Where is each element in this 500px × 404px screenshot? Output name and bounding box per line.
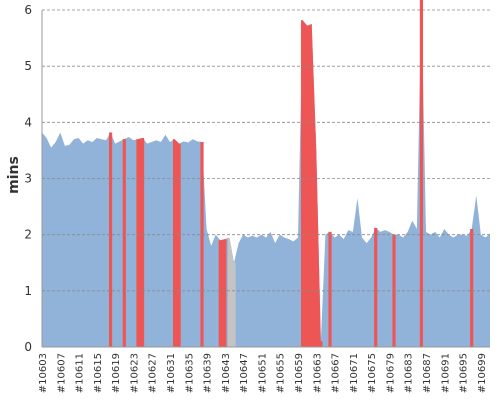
aborted-build-segment <box>227 237 236 347</box>
y-axis-title: mins <box>6 156 22 194</box>
area-layer <box>42 0 490 348</box>
x-tick-label: #10679 <box>385 353 396 393</box>
x-tick-label: #10643 <box>221 353 232 393</box>
y-tick-label: 2 <box>24 228 32 242</box>
y-tick-label: 3 <box>24 172 32 186</box>
x-tick-label: #10619 <box>111 353 122 393</box>
x-tick-label: #10663 <box>312 353 323 393</box>
failed-build-segment <box>108 132 113 347</box>
failed-build-segment <box>300 20 323 348</box>
axis-layer: mins <box>6 10 490 348</box>
x-tick-label: #10659 <box>294 353 305 393</box>
duration-area <box>42 0 490 347</box>
x-tick-label: #10647 <box>239 353 250 393</box>
failed-build-segment <box>172 139 181 347</box>
x-tick-label: #10675 <box>367 353 378 393</box>
y-tick-label: 5 <box>24 59 32 73</box>
y-tick-label: 0 <box>24 340 32 354</box>
x-tick-label: #10655 <box>276 353 287 393</box>
failed-build-segment <box>218 239 227 347</box>
failed-build-segment <box>374 227 378 347</box>
y-tick-label: 1 <box>24 284 32 298</box>
y-tick-label: 6 <box>24 3 32 17</box>
failed-build-segment <box>470 229 474 347</box>
y-tick-labels: 0 1 2 3 4 5 6 <box>24 3 32 354</box>
failed-build-segment <box>419 0 424 347</box>
x-tick-label: #10627 <box>148 353 159 393</box>
failed-build-segment <box>136 138 145 347</box>
x-tick-label: #10603 <box>38 353 49 393</box>
x-tick-label: #10699 <box>477 353 488 393</box>
x-tick-label: #10631 <box>166 353 177 393</box>
x-tick-label: #10615 <box>93 353 104 393</box>
failed-build-segment <box>122 139 126 347</box>
failed-build-segment <box>200 141 204 347</box>
x-tick-label: #10683 <box>404 353 415 393</box>
x-tick-label: #10687 <box>422 353 433 393</box>
x-tick-label: #10695 <box>459 353 470 393</box>
failed-build-segment <box>328 231 332 347</box>
x-tick-label: #10635 <box>184 353 195 393</box>
x-tick-label: #10691 <box>440 353 451 393</box>
x-tick-label: #10639 <box>203 353 214 393</box>
x-tick-labels: #10603 #10607 #10611 #10615 #10619 #10623 #106… <box>38 353 488 393</box>
x-tick-label: #10607 <box>56 353 67 393</box>
x-tick-label: #10671 <box>349 353 360 393</box>
y-tick-label: 4 <box>24 115 32 129</box>
x-tick-label: #10611 <box>75 353 86 393</box>
x-tick-label: #10667 <box>331 353 342 393</box>
x-tick-label: #10623 <box>129 353 140 393</box>
x-tick-label: #10651 <box>257 353 268 393</box>
